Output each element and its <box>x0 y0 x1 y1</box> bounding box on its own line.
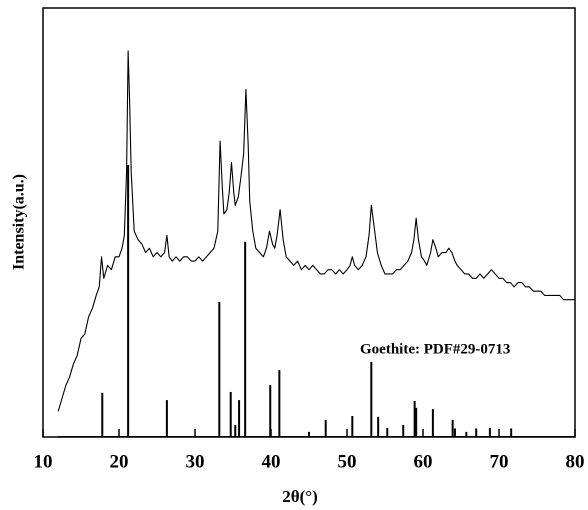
x-tick-label: 60 <box>414 451 433 472</box>
x-tick-label: 20 <box>110 451 129 472</box>
x-tick-label: 80 <box>566 451 585 472</box>
x-tick-label: 70 <box>490 451 509 472</box>
x-tick-label: 50 <box>338 451 357 472</box>
x-tick-label: 40 <box>262 451 281 472</box>
y-axis-label: Intensity(a.u.) <box>11 174 28 270</box>
annotation: Goethite: PDF#29-0713 <box>360 341 510 357</box>
x-tick-label: 10 <box>34 451 53 472</box>
x-tick-label: 30 <box>186 451 205 472</box>
xrd-pattern <box>57 50 575 412</box>
x-axis-label: 2θ(°) <box>282 487 318 506</box>
plot-frame <box>42 7 576 438</box>
